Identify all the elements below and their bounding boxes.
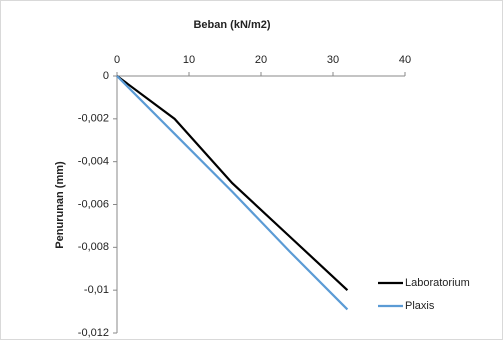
y-tick-label: -0,008 bbox=[78, 241, 109, 253]
y-tick-label: 0 bbox=[103, 70, 109, 82]
y-tick-label: -0,004 bbox=[78, 156, 109, 168]
y-axis-title: Penurunan (mm) bbox=[54, 161, 66, 249]
legend-label: Plaxis bbox=[405, 300, 435, 312]
legend-label: Laboratorium bbox=[405, 277, 470, 289]
line-series bbox=[116, 75, 349, 311]
y-tick-label: -0,002 bbox=[78, 113, 109, 125]
x-tick-label: 30 bbox=[327, 54, 339, 66]
x-tick-label: 10 bbox=[183, 54, 195, 66]
line-series bbox=[116, 75, 349, 291]
x-tick-label: 20 bbox=[255, 54, 267, 66]
y-tick-label: -0,012 bbox=[78, 327, 109, 339]
y-tick-label: -0,01 bbox=[84, 284, 109, 296]
x-tick-label: 40 bbox=[399, 54, 411, 66]
chart-title: Beban (kN/m2) bbox=[193, 19, 270, 31]
x-tick-label: 0 bbox=[114, 54, 120, 66]
y-tick-label: -0,006 bbox=[78, 198, 109, 210]
